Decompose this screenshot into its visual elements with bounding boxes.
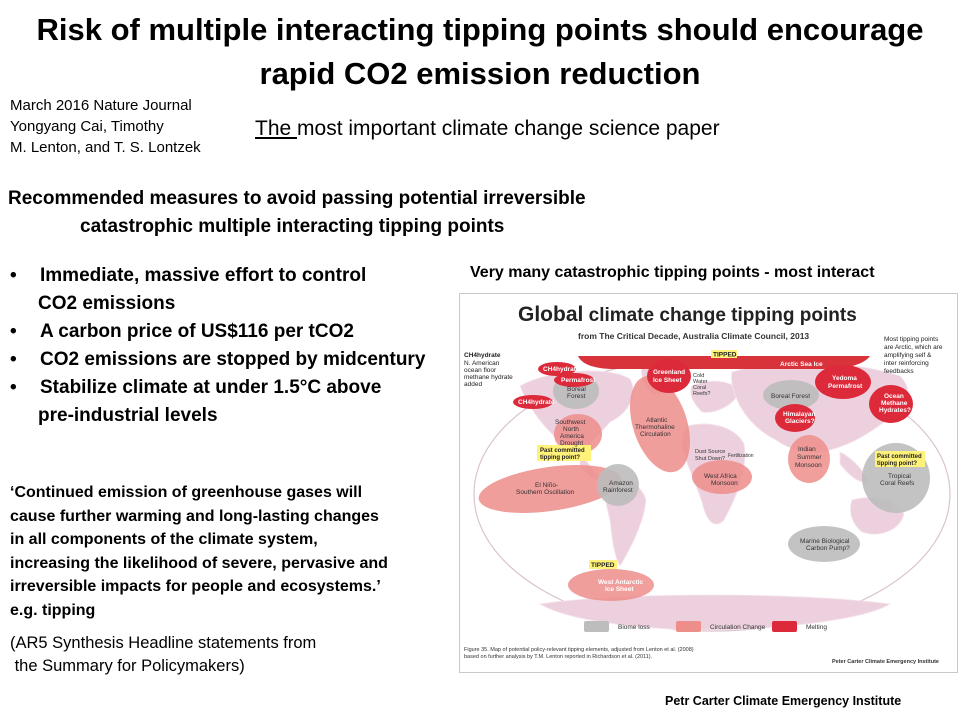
ar5-source-note: (AR5 Synthesis Headline statements from … — [10, 632, 316, 678]
slide-title: Risk of multiple interacting tipping poi… — [0, 8, 960, 96]
citation-line: Yongyang Cai, Timothy — [10, 118, 164, 135]
footer-credit: Petr Carter Climate Emergency Institute — [665, 694, 902, 708]
bullet-text: CO2 emissions are stopped by midcentury — [40, 349, 426, 370]
note-right: Most tipping points are Arctic, which are… — [884, 336, 943, 375]
legend-swatch-melting — [772, 621, 797, 632]
list-item: • Stabilize climate at under 1.5°C above — [10, 374, 425, 402]
note-left: CH4hydrate N. American ocean floor methane … — [464, 352, 513, 388]
legend-label: Circulation Change — [710, 624, 766, 631]
bullet-text: Immediate, massive effort to control — [40, 265, 367, 286]
bullet-icon: • — [10, 321, 17, 342]
map-heading: Very many catastrophic tipping points - … — [470, 264, 875, 281]
quote-line: increasing the likelihood of severe, per… — [10, 554, 388, 572]
legend-swatch-circulation — [676, 621, 701, 632]
tipped-label: TIPPED — [591, 562, 615, 569]
quote-line: irreversible impacts for people and ecos… — [10, 578, 381, 595]
citation-line: M. Lenton, and T. S. Lontzek — [10, 139, 201, 156]
past-committed-tag — [875, 451, 925, 467]
map-caption: Figure 35. Map of potential policy-relev… — [464, 647, 694, 660]
recommended-line-1: Recommended measures to avoid passing po… — [8, 188, 586, 209]
citation-line: March 2016 Nature Journal — [10, 97, 192, 114]
map-title: Global climate change tipping points — [518, 303, 857, 326]
quote-line: in all components of the climate system, — [10, 531, 318, 548]
map-label: Fertilization — [728, 453, 754, 459]
legend-label: Melting — [806, 624, 827, 631]
bullet-icon: • — [10, 377, 17, 398]
map-label: Cold Water Coral Reefs? — [693, 373, 710, 397]
map-label: Dust Source Shut Down? — [695, 449, 725, 462]
map-label: Permafrost — [561, 377, 596, 384]
bullet-continuation: CO2 emissions — [38, 293, 176, 314]
bullet-text: A carbon price of US$116 per tCO2 — [40, 321, 354, 342]
quote-line: e.g. tipping — [10, 601, 96, 619]
list-item: • A carbon price of US$116 per tCO2 — [10, 318, 425, 346]
map-label: Himalayan Glaciers? — [783, 411, 816, 425]
map-label: West Antarctic Ice Sheet — [598, 579, 644, 593]
quote-line: cause further warming and long-lasting c… — [10, 507, 379, 525]
title-line-2: rapid CO2 emission reduction — [259, 56, 701, 91]
circulation-regions — [478, 375, 830, 601]
tipping-points-map: Global climate change tipping points fro… — [459, 293, 958, 673]
quote-line: ‘Continued emission of greenhouse gases … — [10, 484, 363, 501]
map-label: Marine Biological Carbon Pump? — [800, 538, 850, 552]
map-label: Boreal Forest — [567, 386, 586, 400]
tipped-label: TIPPED — [713, 352, 737, 359]
map-label: Tropical Coral Reefs — [880, 473, 915, 487]
map-label: West Africa Monsoon — [704, 473, 738, 487]
recommended-line-2: catastrophic multiple interacting tippin… — [80, 216, 505, 237]
map-label: Indian Summer Monsoon — [795, 446, 822, 469]
map-label: Past committed tipping point? — [540, 448, 585, 461]
tipping-points-map-svg: Global climate change tipping points fro… — [464, 303, 951, 665]
map-label: Greenland Ice Sheet — [653, 369, 685, 384]
melting-labels: CH4hydrate CH4hydrate Permafrost Arctic … — [518, 361, 911, 425]
list-item: • Immediate, massive effort to control — [10, 262, 425, 290]
map-label: Past committed tipping point? — [877, 454, 922, 467]
map-label: Boreal Forest — [771, 393, 810, 400]
map-source: from The Critical Decade, Australia Clim… — [578, 331, 809, 341]
bullet-icon: • — [10, 265, 17, 286]
ipcc-quote: ‘Continued emission of greenhouse gases … — [10, 481, 388, 622]
legend-swatch-biome — [584, 621, 609, 632]
map-label: Ocean Methane Hydrates? — [879, 393, 911, 414]
arctic-sea-ice-zone — [578, 356, 870, 369]
source-line: (AR5 Synthesis Headline statements from — [10, 634, 317, 652]
legend-label: Biome loss — [618, 624, 651, 631]
bullet-icon: • — [10, 349, 17, 370]
title-line-1: Risk of multiple interacting tipping poi… — [36, 12, 924, 47]
map-label: Southwest North America Drought — [555, 419, 586, 447]
region-labels: Boreal Forest Cold Water Coral Reefs? Boreal… — [516, 373, 915, 552]
tipped-tag — [589, 560, 617, 569]
paper-importance-subtitle: The most important climate change scienc… — [255, 117, 720, 141]
map-label: Arctic Sea Ice — [780, 361, 823, 368]
source-line: the Summary for Policymakers) — [10, 657, 245, 675]
bullet-text: Stabilize climate at under 1.5°C above — [40, 377, 382, 398]
measures-bullet-list: • Immediate, massive effort to control C… — [10, 262, 425, 430]
subtitle-rest: most important climate change science pa… — [297, 117, 720, 140]
map-label: Yedoma Permafrost — [828, 375, 863, 390]
bullet-continuation: pre-industrial levels — [38, 405, 218, 426]
melting-regions — [513, 359, 913, 432]
map-legend: Biome loss Circulation Change Melting — [584, 621, 827, 632]
map-label: CH4hydrate — [518, 399, 555, 406]
subtitle-underlined: The — [255, 117, 298, 140]
map-label: El Niño-Southern Oscillation — [516, 482, 575, 496]
map-label: Atlantic Thermohaline Circulation — [635, 417, 675, 438]
past-committed-tag — [537, 445, 591, 461]
recommended-measures-heading: Recommended measures to avoid passing po… — [8, 185, 586, 241]
map-label: Amazon Rainforest — [603, 480, 633, 494]
list-item: • CO2 emissions are stopped by midcentur… — [10, 346, 425, 374]
tipped-tag — [711, 350, 737, 358]
paper-citation: March 2016 Nature Journal Yongyang Cai, … — [10, 95, 201, 158]
map-label: CH4hydrate — [543, 366, 580, 373]
map-credit: Peter Carter Climate Emergency Institute — [832, 659, 939, 665]
